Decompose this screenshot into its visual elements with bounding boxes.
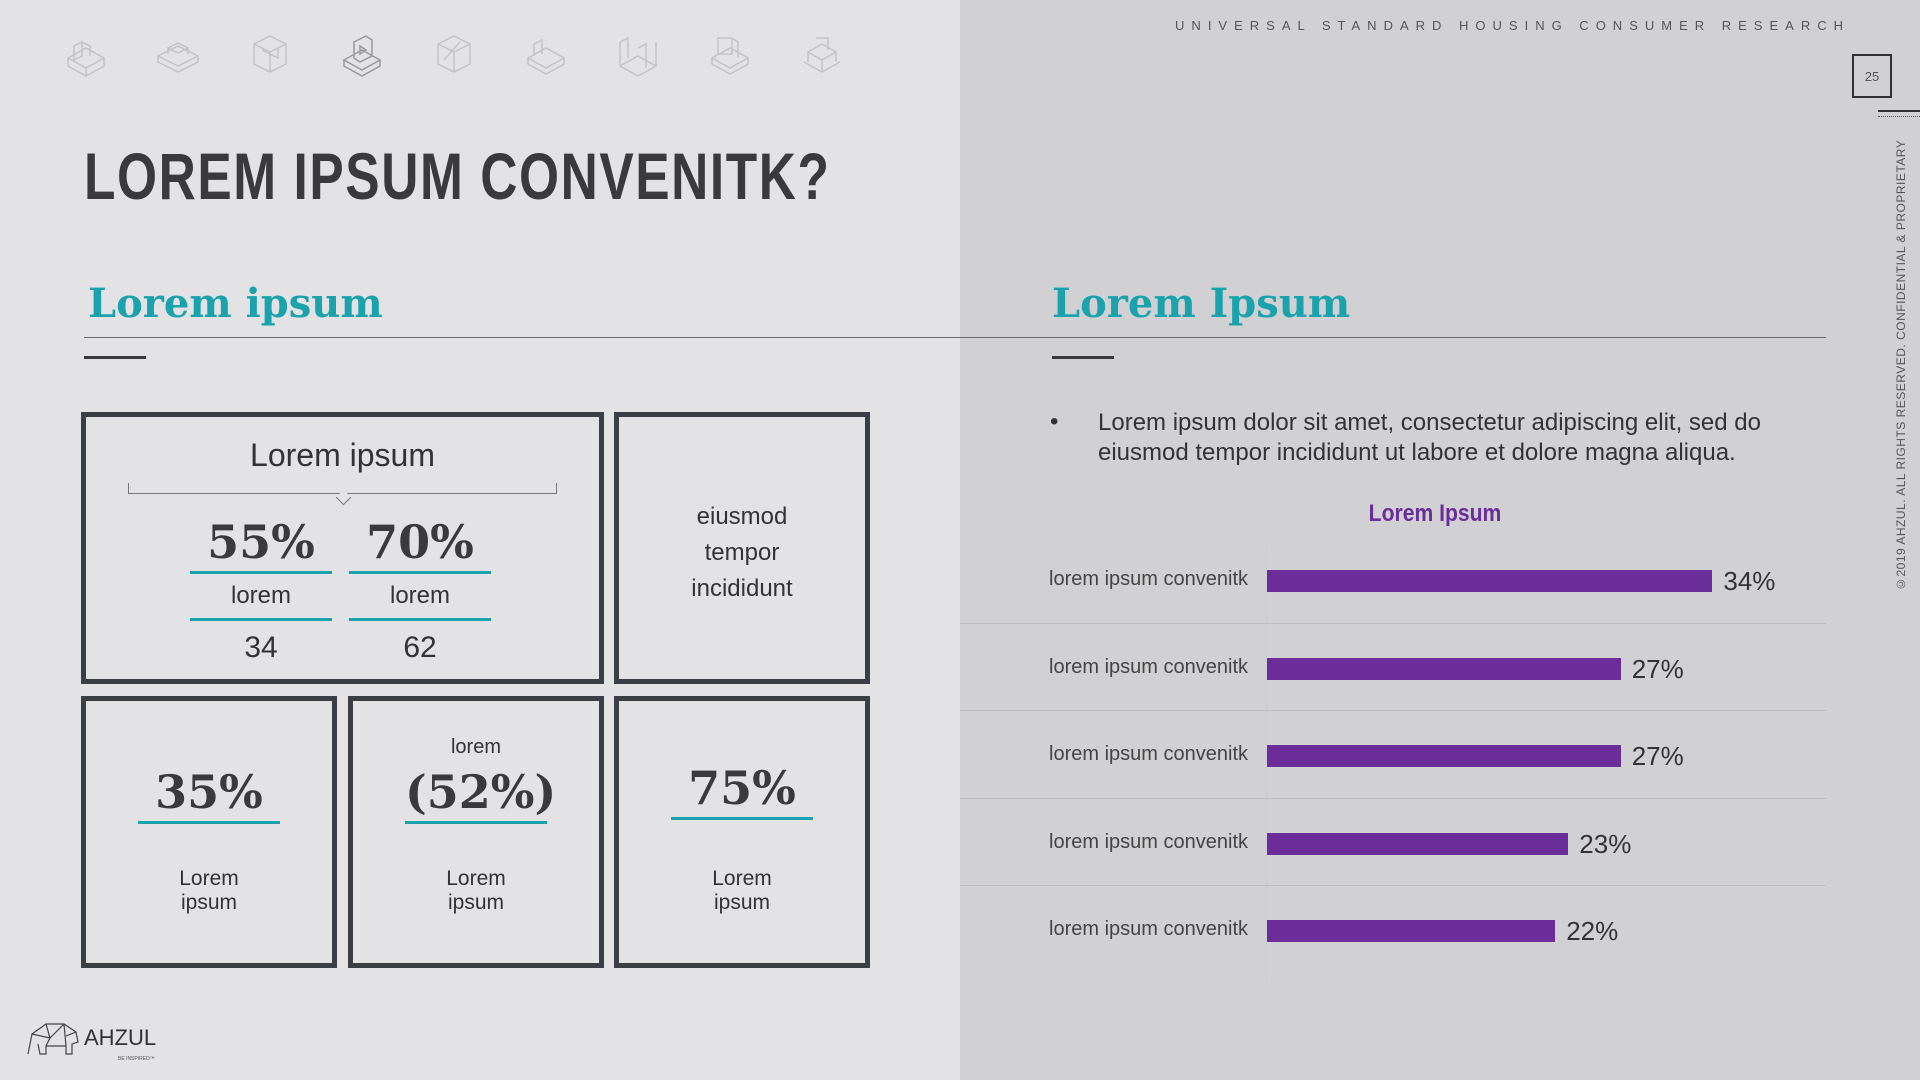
text-box-content: eiusmod tempor incididunt (619, 499, 865, 607)
stat-box-75-label-line1: Lorem (712, 867, 772, 890)
bar (1267, 570, 1713, 592)
stat-box-52-top-label: lorem (450, 736, 501, 758)
row-separator (960, 797, 1826, 799)
bar-value-label: 34% (1723, 566, 1776, 596)
stat-b-rule-bottom (349, 618, 491, 621)
stat-box-35: 35% Lorem ipsum (81, 696, 337, 968)
stat-box-75-label-line2: ipsum (713, 891, 771, 914)
category-label: lorem ipsum convenitk (1049, 568, 1248, 590)
row-separator (960, 710, 1826, 712)
stat-a-label: lorem (230, 582, 291, 609)
left-section-title: Lorem ipsum (88, 280, 383, 327)
page-number: 25 (1852, 54, 1892, 98)
chart-title: Lorem Ipsum (1368, 500, 1502, 527)
stat-a-rule-top (190, 571, 332, 574)
right-section-title: Lorem Ipsum (1052, 280, 1351, 327)
logo-tagline: BE INSPIRED™ (118, 1056, 155, 1062)
iso-shape-6-icon (526, 38, 566, 75)
bar (1267, 832, 1569, 855)
text-box: eiusmod tempor incididunt (614, 412, 870, 684)
iso-shape-4-icon (342, 35, 382, 77)
stat-b-rule-top (349, 571, 491, 574)
stat-b-count: 62 (403, 631, 437, 664)
stat-box-35-label-line1: Lorem (179, 867, 239, 890)
stat-box-52-rule (405, 821, 547, 824)
stat-a: 55% lorem 34 (190, 515, 332, 665)
stat-box-52-label-line1: Lorem (446, 867, 506, 890)
company-logo: AHZUL BE INSPIRED™ (24, 1018, 157, 1062)
section-divider (84, 337, 1826, 338)
stat-box-75-value: 75% (688, 761, 796, 815)
page-number-dotted-rule (1878, 116, 1920, 117)
right-section-accent-rule (1052, 356, 1114, 359)
stat-box-75-stat: 75% (671, 761, 813, 820)
bar (1267, 920, 1556, 942)
category-label: lorem ipsum convenitk (1049, 918, 1248, 940)
stat-b-label: lorem (389, 582, 450, 609)
row-separator (960, 885, 1826, 887)
stat-box-52: lorem (52%) Lorem ipsum (348, 696, 604, 968)
bullet-marker: • (1050, 408, 1059, 435)
stat-box-52-stat: (52%) (405, 765, 557, 824)
category-label: lorem ipsum convenitk (1049, 830, 1248, 853)
iso-shape-7-icon (619, 36, 657, 77)
iso-shape-5-icon (437, 35, 471, 73)
stat-box-35-rule (138, 821, 280, 824)
stat-box-52-label-line2: ipsum (447, 891, 505, 914)
stat-box-main: Lorem ipsum 55% lorem 34 70% lorem 62 (81, 412, 604, 684)
bullet-text: Lorem ipsum dolor sit amet, consectetur … (1098, 409, 1761, 466)
text-box-line1: eiusmod (696, 503, 788, 530)
bar-value-label: 27% (1631, 741, 1684, 771)
logo-name: AHZUL (84, 1025, 157, 1050)
iso-shape-2-icon (156, 42, 200, 73)
stat-box-52-value: (52%) (405, 765, 557, 819)
stat-a-count: 34 (244, 631, 278, 664)
bar-value-label: 22% (1566, 916, 1619, 946)
stat-box-35-label: Lorem ipsum (86, 867, 332, 915)
bar-value-label: 23% (1579, 828, 1632, 859)
copyright-notice: ©2019 AHZUL. ALL RIGHTS RESERVED. CONFID… (1894, 140, 1908, 592)
elephant-logo-icon (27, 1023, 79, 1055)
chart-axis-line (1266, 548, 1267, 980)
row-separator (960, 622, 1826, 624)
left-section-accent-rule (84, 356, 146, 359)
page-title: LOREM IPSUM CONVENITK? (84, 139, 831, 213)
stat-box-75-label: Lorem ipsum (619, 867, 865, 915)
iso-shape-9-icon (803, 37, 841, 73)
stat-a-rule-bottom (190, 618, 332, 621)
bar (1267, 745, 1621, 767)
text-box-line2: tempor (704, 539, 780, 566)
category-label: lorem ipsum convenitk (1049, 743, 1248, 765)
stat-a-value: 55% (207, 515, 315, 569)
stat-box-35-label-line2: ipsum (180, 891, 238, 914)
stat-box-75: 75% Lorem ipsum (614, 696, 870, 968)
decorative-icon-row (60, 28, 848, 80)
category-label: lorem ipsum convenitk (1049, 655, 1248, 678)
stat-box-title: Lorem ipsum (250, 437, 435, 473)
iso-shape-1-icon (66, 40, 106, 78)
bar (1267, 657, 1621, 680)
text-box-line3: incididunt (691, 575, 793, 602)
stat-box-35-stat: 35% (138, 765, 280, 824)
stat-b: 70% lorem 62 (349, 515, 491, 665)
page-number-rule (1878, 110, 1920, 112)
iso-shape-8-icon (710, 37, 750, 75)
iso-shape-3-icon (253, 35, 287, 73)
stat-b-value: 70% (366, 515, 474, 569)
stat-box-35-value: 35% (155, 765, 263, 819)
bar-value-label: 27% (1631, 653, 1684, 684)
stat-box-75-rule (671, 817, 813, 820)
stat-box-52-label: Lorem ipsum (353, 867, 599, 915)
right-panel (960, 0, 1920, 1080)
research-title: UNIVERSAL STANDARD HOUSING CONSUMER RESE… (1175, 18, 1850, 33)
